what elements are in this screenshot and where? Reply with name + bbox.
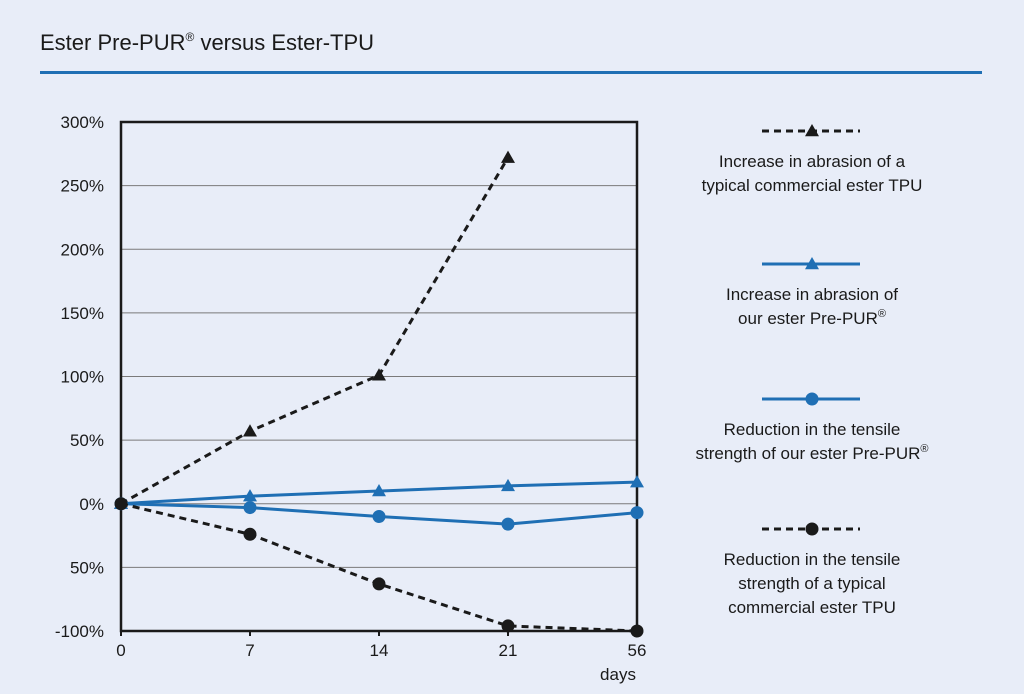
data-point-prepur_tensile — [501, 517, 515, 531]
x-tick-label: 0 — [116, 641, 125, 660]
legend-label-prepur_abrasion: Increase in abrasion of — [726, 285, 898, 304]
data-point-prepur_tensile — [243, 501, 257, 515]
legend-registered-mark: ® — [920, 443, 928, 455]
data-point-tpu_tensile — [501, 619, 515, 633]
title-divider — [40, 71, 982, 74]
legend-label-tpu_tensile: strength of a typical — [738, 574, 885, 593]
legend-marker-prepur_tensile — [805, 392, 819, 406]
y-tick-label: 50% — [70, 558, 104, 577]
legend-label-prepur_tensile: Reduction in the tensile — [724, 420, 901, 439]
data-point-prepur_abrasion — [630, 475, 644, 488]
legend-registered-mark: ® — [878, 308, 886, 320]
x-axis-unit-label: days — [600, 665, 636, 684]
title-main: Ester Pre-PUR — [40, 30, 186, 55]
legend-label-tpu_tensile: commercial ester TPU — [728, 598, 896, 617]
chart-title: Ester Pre-PUR® versus Ester-TPU — [40, 30, 374, 56]
data-point-prepur_abrasion — [372, 484, 386, 497]
legend-label-prepur_abrasion: our ester Pre-PUR® — [738, 308, 886, 328]
series-line-tpu_abrasion — [120, 156, 510, 506]
title-rest: versus Ester-TPU — [194, 30, 375, 55]
x-tick-label: 56 — [628, 641, 647, 660]
y-tick-label: 200% — [61, 240, 104, 259]
y-tick-label: -100% — [55, 622, 104, 641]
x-tick-label: 7 — [245, 641, 254, 660]
data-point-tpu_abrasion — [243, 424, 257, 437]
data-point-tpu_tensile — [243, 527, 257, 541]
x-tick-label: 14 — [370, 641, 389, 660]
y-tick-label: 250% — [61, 177, 104, 196]
data-point-prepur_abrasion — [243, 489, 257, 502]
title-registered-mark: ® — [185, 30, 195, 44]
y-tick-label: 50% — [70, 431, 104, 450]
y-tick-label: 300% — [61, 113, 104, 132]
data-point-tpu_abrasion — [372, 368, 386, 381]
legend-label-tpu_abrasion: Increase in abrasion of a — [719, 152, 906, 171]
legend-marker-prepur_abrasion — [805, 257, 819, 270]
data-point-tpu_abrasion — [501, 150, 515, 163]
y-tick-label: 0% — [79, 495, 104, 514]
data-point-tpu_tensile — [114, 497, 128, 511]
data-point-tpu_tensile — [372, 577, 386, 591]
data-point-prepur_tensile — [630, 506, 644, 520]
data-point-prepur_tensile — [372, 509, 386, 523]
data-point-tpu_tensile — [630, 624, 644, 638]
y-tick-label: 150% — [61, 304, 104, 323]
legend-label-prepur_tensile: strength of our ester Pre-PUR® — [696, 443, 929, 463]
legend-label-tpu_abrasion: typical commercial ester TPU — [702, 176, 923, 195]
legend-marker-tpu_tensile — [805, 522, 819, 536]
x-tick-label: 21 — [499, 641, 518, 660]
y-tick-label: 100% — [61, 368, 104, 387]
data-point-prepur_abrasion — [501, 478, 515, 492]
legend-marker-tpu_abrasion — [805, 124, 819, 137]
legend-label-tpu_tensile: Reduction in the tensile — [724, 550, 901, 569]
